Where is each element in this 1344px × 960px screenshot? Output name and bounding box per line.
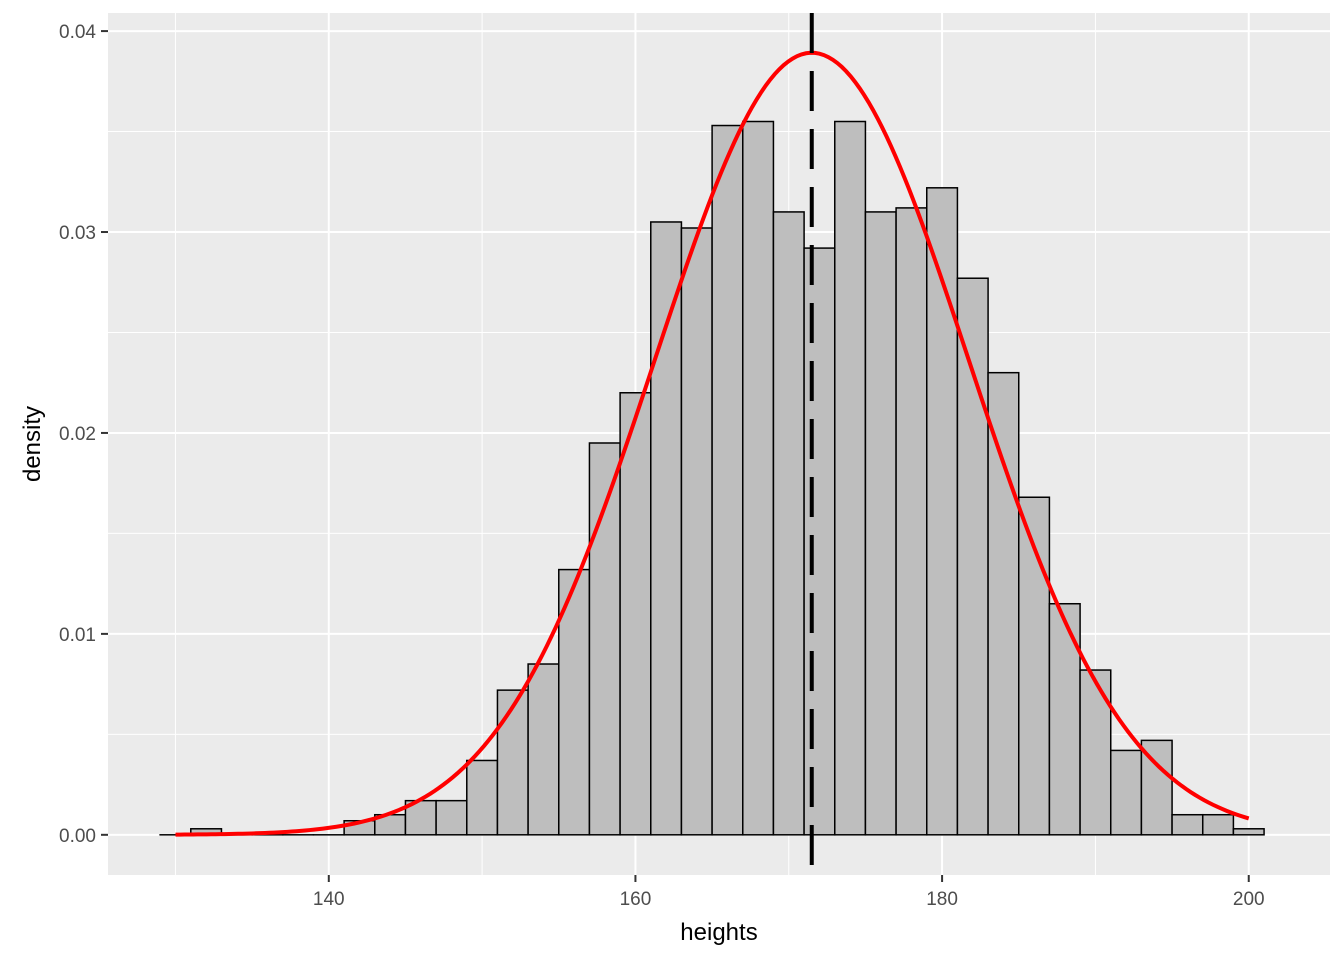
- y-tick-label: 0.04: [59, 22, 96, 43]
- histogram-bar: [1201, 813, 1235, 836]
- x-axis: 140 160 180 200: [313, 875, 1265, 910]
- histogram-bar: [619, 392, 652, 836]
- histogram-bar: [1018, 496, 1051, 836]
- histogram-bar: [650, 221, 683, 836]
- x-tick-label: 160: [620, 889, 652, 910]
- histogram-bar: [864, 211, 897, 836]
- histogram-bar: [1232, 828, 1265, 836]
- histogram-bar: [1079, 669, 1112, 836]
- y-tick-label: 0.02: [59, 424, 96, 445]
- x-tick-label: 140: [313, 889, 345, 910]
- y-axis: 0.00 0.01 0.02 0.03 0.04: [59, 22, 108, 847]
- histogram-bar: [1171, 813, 1204, 836]
- histogram-bar: [987, 371, 1020, 836]
- x-tick-label: 200: [1233, 889, 1265, 910]
- histogram-bar: [803, 247, 836, 836]
- histogram-bar: [1048, 602, 1081, 836]
- y-tick-label: 0.00: [59, 826, 96, 847]
- x-tick-label: 180: [926, 889, 958, 910]
- x-axis-title: heights: [680, 919, 757, 946]
- histogram-bar: [1109, 749, 1143, 836]
- histogram-bar: [834, 120, 867, 836]
- normal-density-curve: [175, 50, 1250, 837]
- histogram-bar: [956, 277, 989, 836]
- y-axis-title: density: [19, 406, 46, 482]
- histogram-bar: [680, 227, 713, 836]
- histogram-bar: [466, 759, 499, 836]
- y-tick-label: 0.01: [59, 625, 96, 646]
- histogram-bar: [527, 663, 560, 836]
- histogram-bar: [926, 187, 959, 836]
- histogram-bar: [435, 799, 468, 836]
- histogram-bar: [711, 124, 744, 836]
- histogram-bar: [772, 211, 805, 836]
- histogram-bar: [895, 207, 928, 836]
- y-tick-label: 0.03: [59, 223, 96, 244]
- histogram-bar: [496, 689, 529, 836]
- histogram-bar: [742, 120, 775, 836]
- histogram-bars: [159, 120, 1265, 836]
